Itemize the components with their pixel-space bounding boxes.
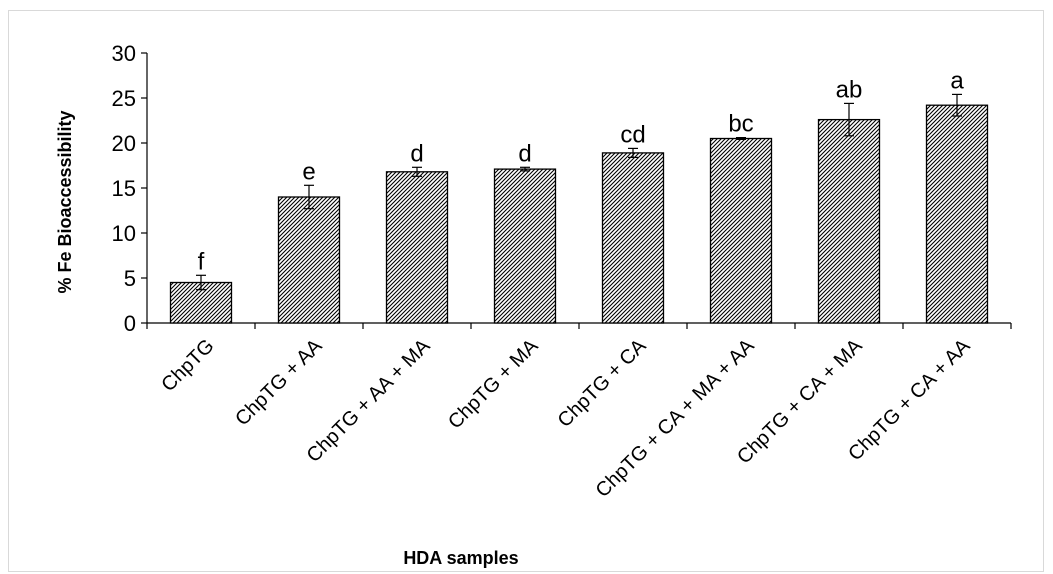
bar xyxy=(925,104,989,324)
bar xyxy=(493,168,557,324)
category-label: ChpTG + CA + AA xyxy=(844,335,975,466)
category-label: ChpTG + MA xyxy=(444,335,543,434)
significance-letter: e xyxy=(302,158,315,185)
y-tick-label: 0 xyxy=(124,311,136,336)
y-axis-title: % Fe Bioaccessibility xyxy=(55,110,75,293)
y-tick-label: 15 xyxy=(112,176,136,201)
chart-frame: 0 5 10 15 20 25 30 f ChpTG e ChpTG + AA d ChpTG + AA… xyxy=(8,10,1044,572)
bar xyxy=(817,118,881,324)
bar xyxy=(709,137,773,324)
significance-letter: bc xyxy=(728,111,753,138)
y-tick-label: 30 xyxy=(112,41,136,66)
significance-letter: f xyxy=(198,248,205,275)
category-label: ChpTG xyxy=(157,335,218,396)
significance-letter: d xyxy=(518,140,531,167)
y-tick-label: 20 xyxy=(112,131,136,156)
y-tick-label: 5 xyxy=(124,266,136,291)
significance-letter: ab xyxy=(836,76,863,103)
bar xyxy=(601,152,665,324)
category-label: ChpTG + CA xyxy=(554,335,651,432)
bar xyxy=(277,196,341,324)
y-tick-label: 25 xyxy=(112,86,136,111)
bar xyxy=(385,171,449,324)
category-label: ChpTG + AA xyxy=(231,335,327,431)
significance-letter: cd xyxy=(620,121,645,148)
significance-letter: a xyxy=(950,67,964,94)
significance-letter: d xyxy=(410,140,423,167)
x-axis-title: HDA samples xyxy=(403,548,518,568)
y-tick-label: 10 xyxy=(112,221,136,246)
